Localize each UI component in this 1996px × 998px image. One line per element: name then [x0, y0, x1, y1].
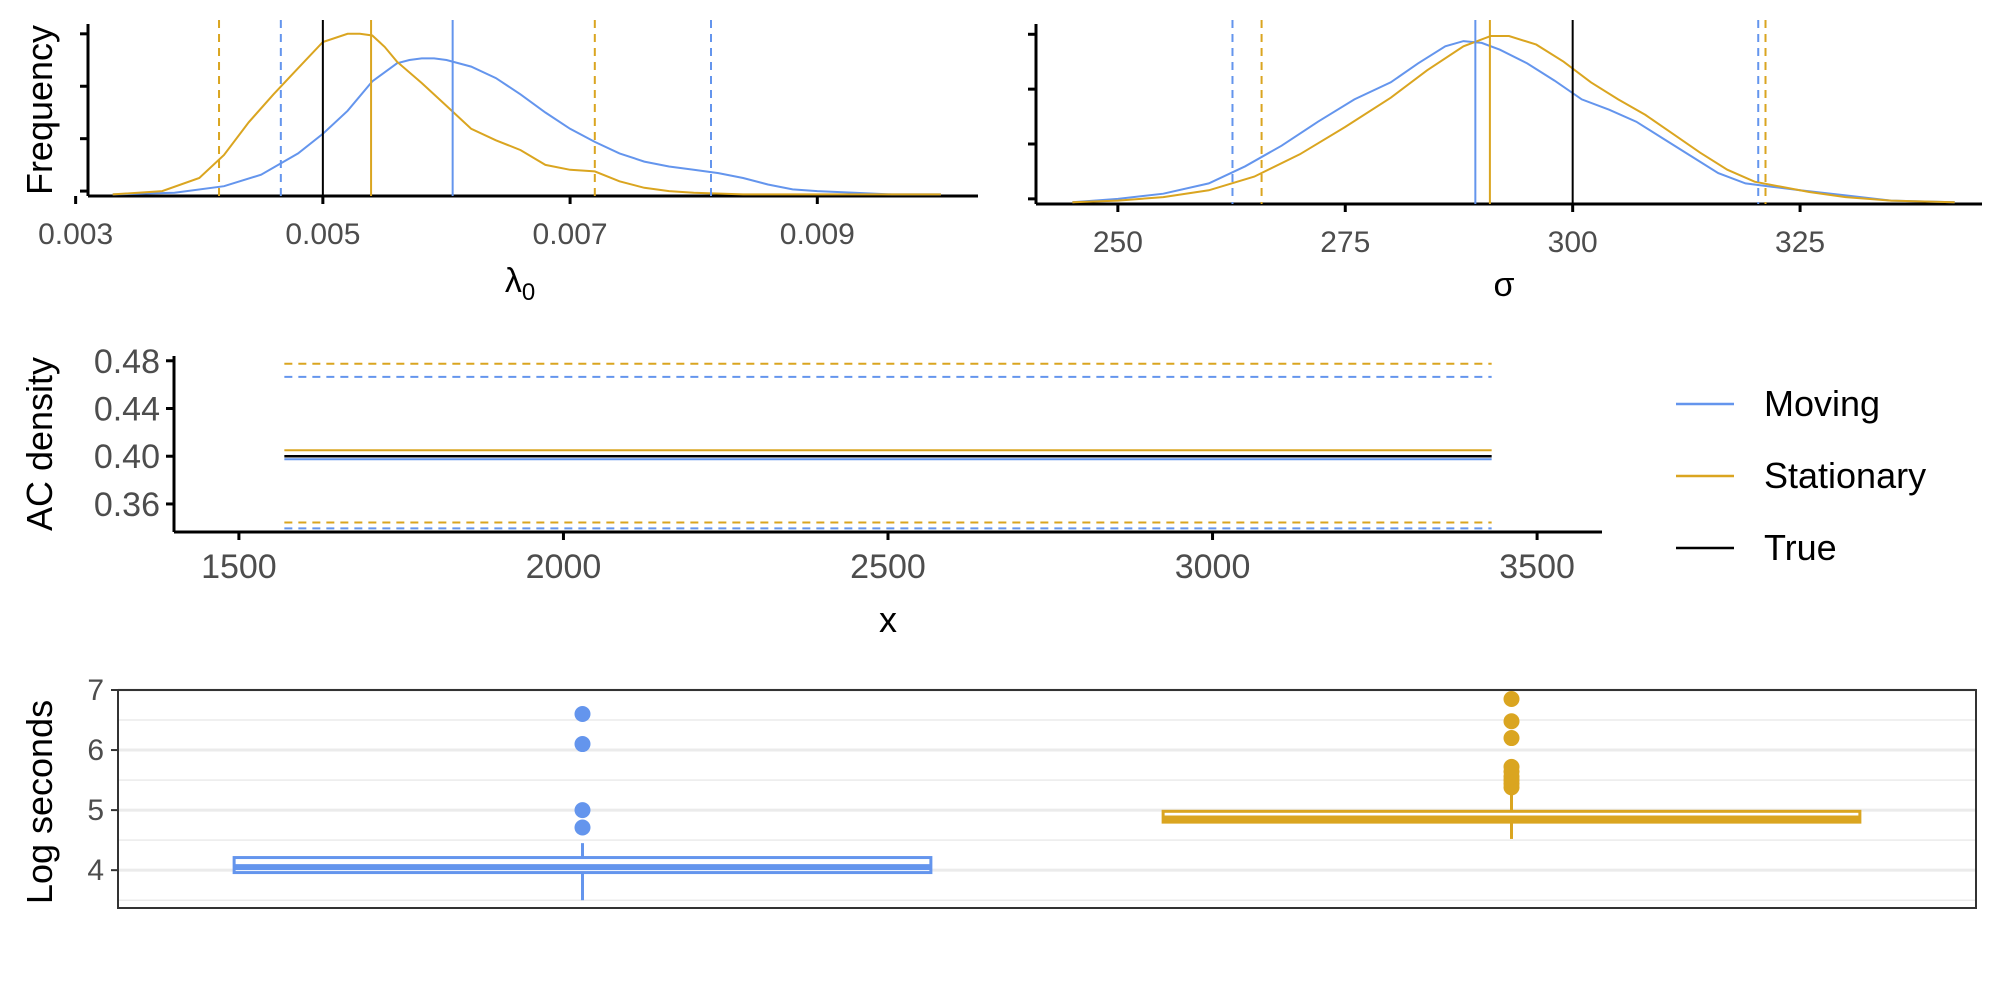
plot-area-ac-density: 0.36 0.40 0.44 0.48 1500 2000 2500 3000 3500	[94, 343, 1602, 586]
x-tick-label: 0.009	[780, 218, 855, 251]
x-tick-label: 3000	[1175, 548, 1251, 586]
legend-label-true: True	[1764, 527, 1837, 568]
plot-area-sigma: 250 275 300 325	[1028, 20, 1982, 259]
x-tick-label: 2500	[850, 548, 926, 586]
ylabel-log-seconds: Log seconds	[19, 700, 60, 904]
panel-log-seconds: Log seconds 4 5 6 7	[19, 674, 1977, 909]
y-tick-label: 6	[87, 734, 104, 767]
outlier-point-stationary	[1503, 758, 1520, 775]
panel-border	[117, 689, 1977, 909]
legend-label-moving: Moving	[1764, 383, 1880, 424]
xlabel-ac-density: x	[879, 599, 897, 640]
y-tick-label: 0.36	[94, 486, 160, 524]
xlabel-sigma: σ	[1494, 266, 1515, 304]
density-curve-moving	[112, 57, 941, 196]
outlier-point-moving	[574, 819, 591, 836]
x-tick-label: 1500	[201, 548, 277, 586]
outlier-point-stationary	[1503, 691, 1520, 708]
outlier-point-moving	[574, 706, 591, 723]
y-tick-label: 0.48	[94, 343, 160, 381]
xlabel-lambda-symbol: λ	[505, 262, 522, 300]
x-tick-label: 0.003	[38, 218, 113, 251]
legend: Moving Stationary True	[1676, 383, 1926, 568]
ylabel-ac-density: AC density	[19, 357, 60, 531]
outlier-point-moving	[574, 736, 591, 753]
x-tick-label: 0.007	[533, 218, 608, 251]
xlabel-lambda0: λ0	[505, 262, 535, 306]
panel-background	[118, 690, 1976, 908]
panel-sigma: 250 275 300 325 σ	[1028, 20, 1982, 304]
x-tick-label: 275	[1320, 226, 1370, 259]
outlier-point-moving	[574, 802, 591, 819]
y-tick-label: 7	[87, 674, 104, 707]
xlabel-lambda-subscript: 0	[522, 279, 535, 306]
density-curve-stationary	[112, 32, 941, 196]
outlier-point-stationary	[1503, 730, 1520, 747]
plot-area-log-seconds: 4 5 6 7	[87, 674, 1977, 909]
legend-label-stationary: Stationary	[1764, 455, 1926, 496]
x-tick-label: 2000	[526, 548, 602, 586]
x-tick-label: 3500	[1499, 548, 1575, 586]
density-curve-stationary	[1072, 35, 1955, 204]
y-tick-label: 4	[87, 854, 104, 887]
plot-area-lambda0: 0.003 0.005 0.007 0.009	[38, 20, 978, 251]
y-tick-label: 0.40	[94, 438, 160, 476]
panel-ac-density: AC density 0.36 0.40 0.44 0.48 1500 2000 2500 3…	[19, 343, 1602, 640]
density-curve-moving	[1072, 40, 1955, 204]
x-tick-label: 325	[1775, 226, 1825, 259]
x-tick-label: 250	[1093, 226, 1143, 259]
y-tick-label: 0.44	[94, 391, 160, 429]
ylabel-lambda0: Frequency	[19, 25, 60, 195]
panel-lambda0: Frequency 0.003 0.005 0.007 0.009 λ0	[19, 20, 978, 306]
x-tick-label: 0.005	[285, 218, 360, 251]
x-tick-label: 300	[1548, 226, 1598, 259]
y-tick-label: 5	[87, 794, 104, 827]
outlier-point-stationary	[1503, 713, 1520, 730]
